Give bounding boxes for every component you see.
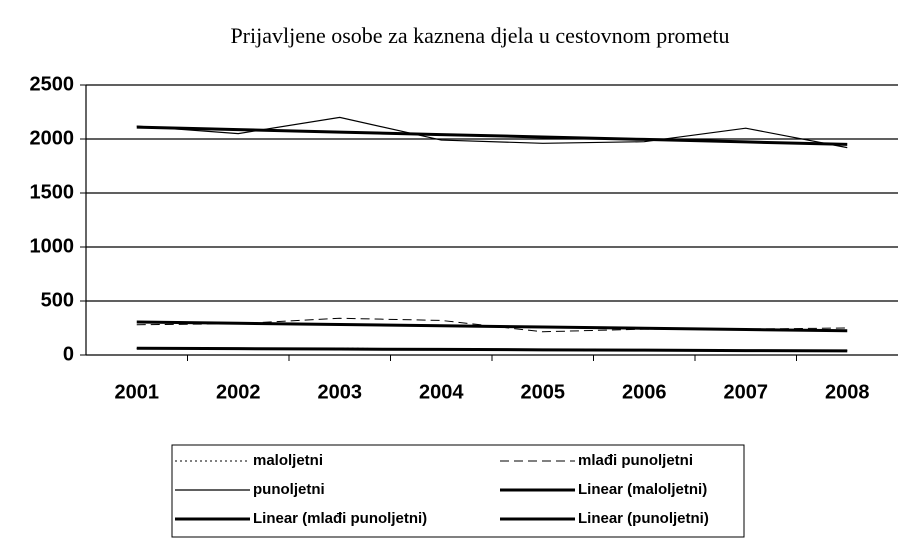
x-tick-label: 2006 (622, 381, 667, 403)
x-tick-label: 2003 (318, 381, 363, 403)
legend-label: maloljetni (253, 452, 323, 469)
series-line (136, 320, 848, 333)
legend-label: mlađi punoljetni (578, 452, 693, 469)
legend-label: Linear (mlađi punoljetni) (253, 510, 427, 527)
x-tick-label: 2004 (419, 381, 464, 403)
legend-label: Linear (maloljetni) (578, 481, 707, 498)
y-tick-label: 1000 (30, 235, 75, 257)
series-line (136, 346, 848, 353)
y-tick-label: 2000 (30, 127, 75, 149)
x-tick-label: 2008 (825, 381, 870, 403)
y-tick-label: 1500 (30, 181, 75, 203)
x-tick-label: 2001 (115, 381, 160, 403)
chart-title: Prijavljene osobe za kaznena djela u ces… (230, 23, 729, 48)
y-tick-label: 500 (41, 289, 74, 311)
legend-label: Linear (punoljetni) (578, 510, 709, 527)
legend-box (171, 444, 745, 538)
x-tick-label: 2002 (216, 381, 261, 403)
series-line (136, 125, 848, 146)
x-tick-label: 2007 (724, 381, 769, 403)
legend-label: punoljetni (253, 481, 325, 498)
y-tick-label: 2500 (30, 73, 75, 95)
y-tick-label: 0 (63, 343, 74, 365)
x-tick-label: 2005 (521, 381, 566, 403)
